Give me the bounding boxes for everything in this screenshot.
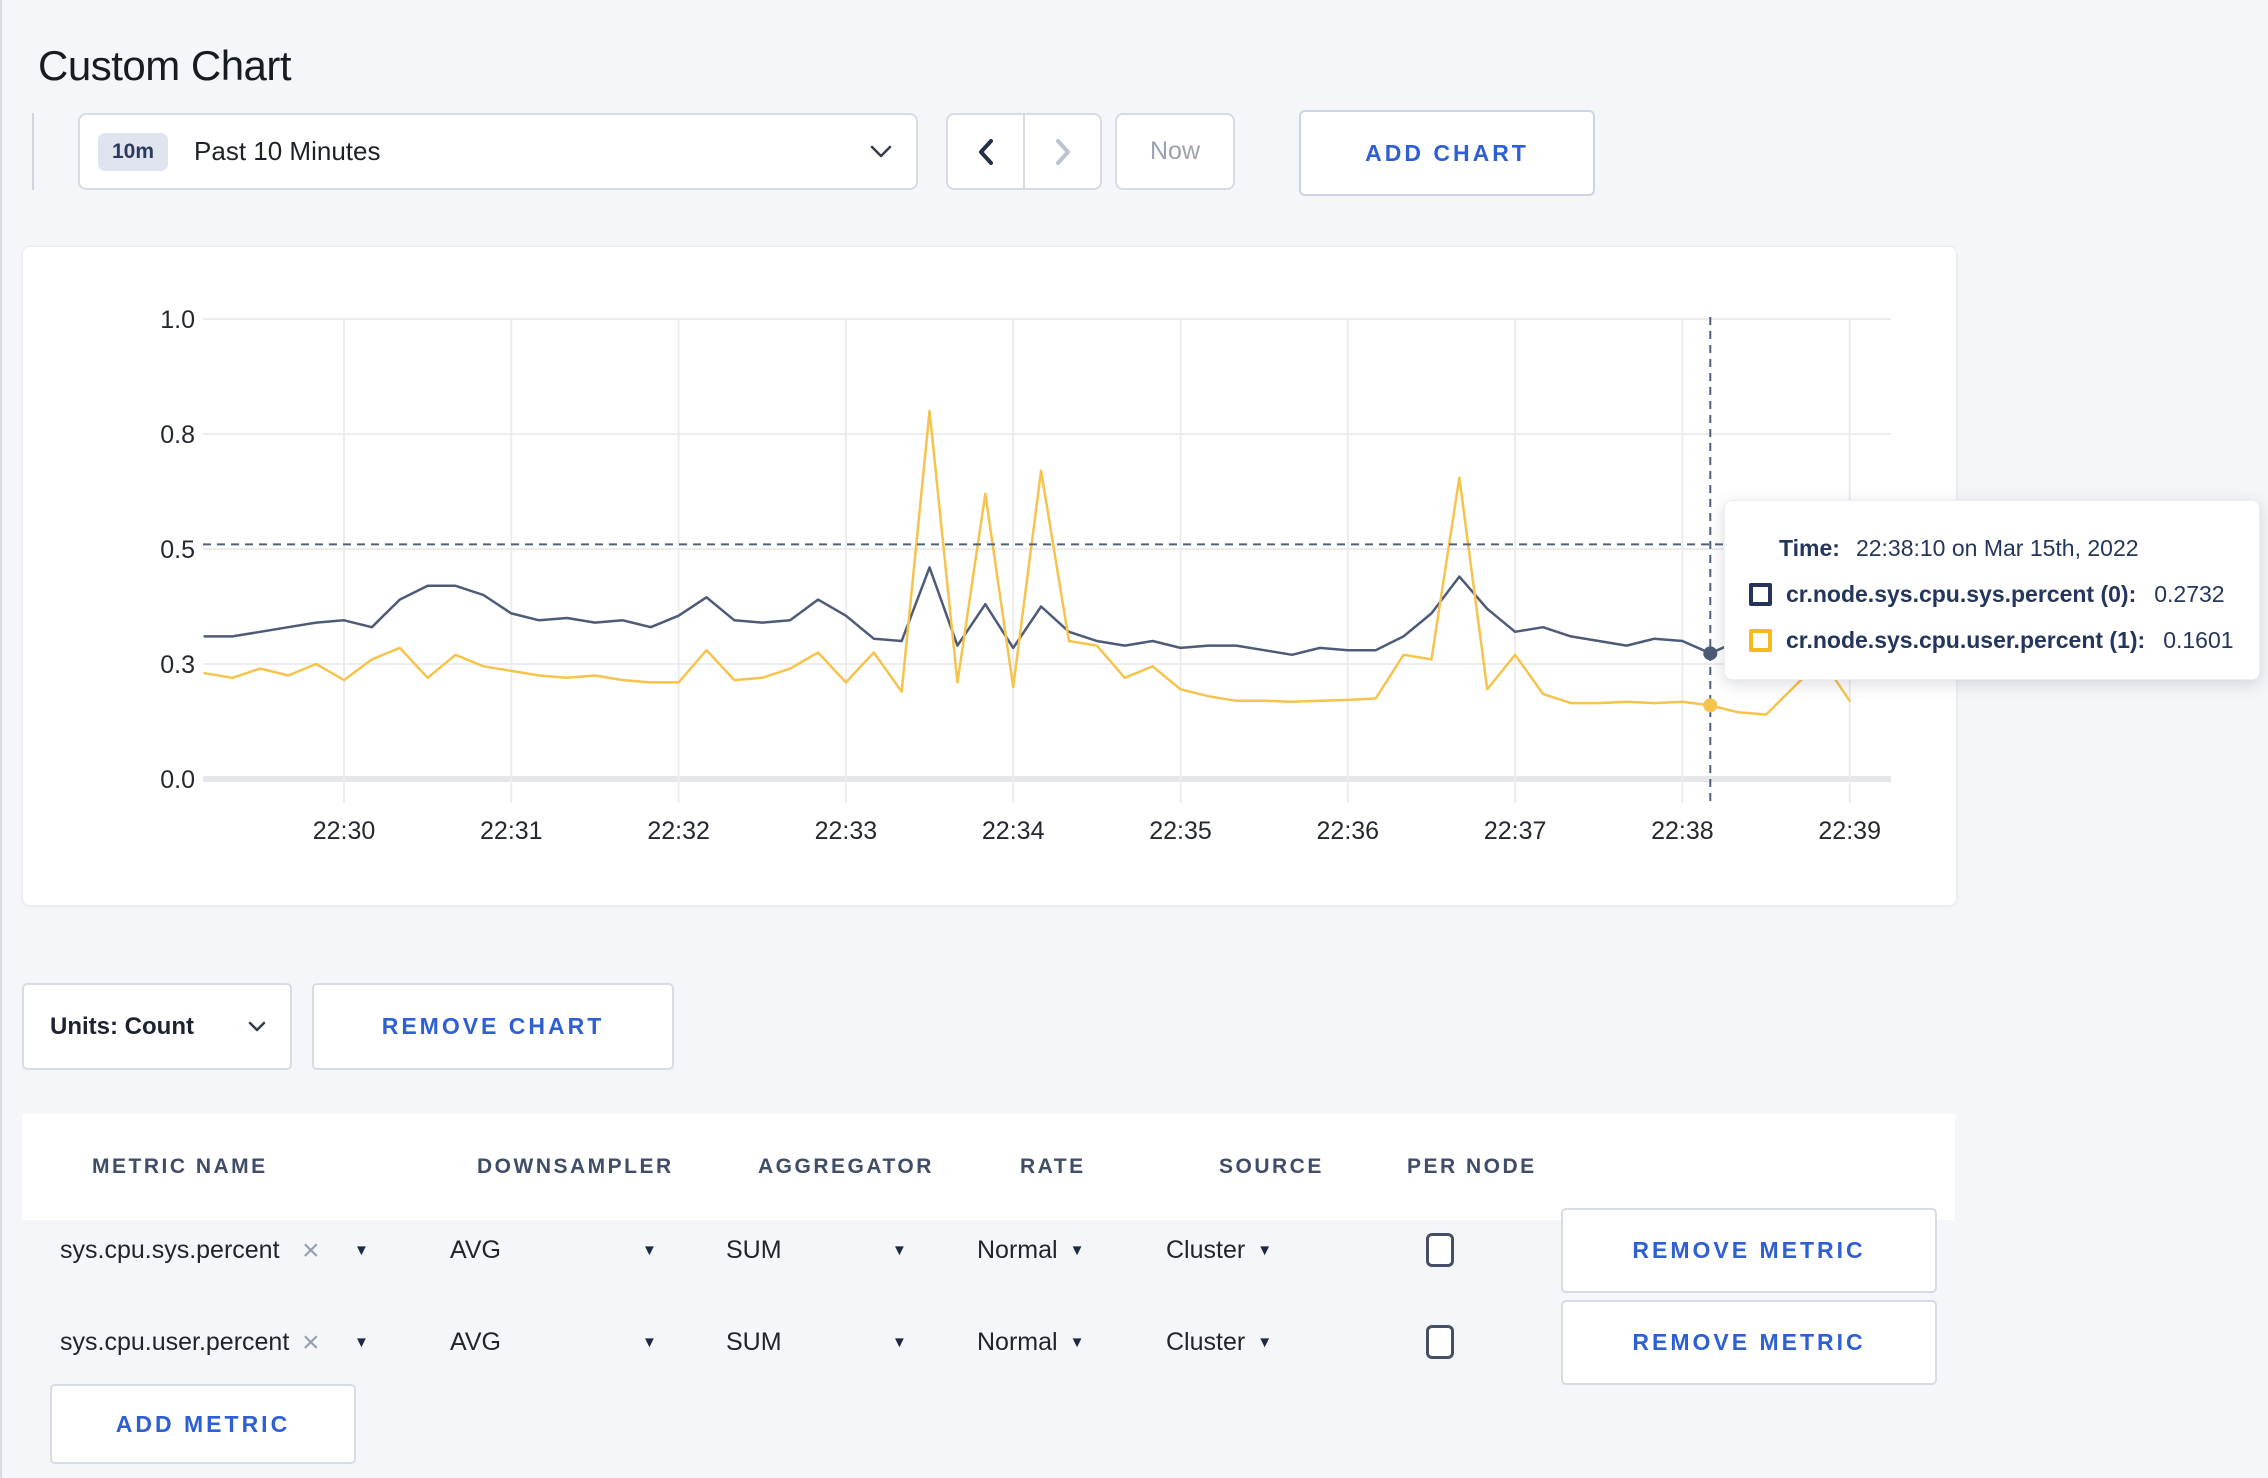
remove-chart-button[interactable]: REMOVE CHART (312, 983, 674, 1070)
per-node-checkbox[interactable] (1426, 1325, 1454, 1359)
tooltip-series-label: cr.node.sys.cpu.user.percent (1): (1786, 626, 2146, 653)
source-caret-icon: ▼ (1257, 1334, 1273, 1351)
time-forward-button[interactable] (1023, 115, 1100, 188)
col-header-downsampler: DOWNSAMPLER (477, 1155, 674, 1178)
add-metric-button[interactable]: ADD METRIC (50, 1384, 356, 1464)
metric-name-dropdown-caret-icon[interactable]: ▼ (354, 1334, 369, 1351)
svg-text:22:30: 22:30 (313, 817, 376, 845)
page-title: Custom Chart (38, 42, 292, 90)
remove-metric-button[interactable]: REMOVE METRIC (1561, 1300, 1937, 1385)
source-value: Cluster (1166, 1236, 1246, 1264)
rate-select[interactable]: Normal ▼ (977, 1208, 1084, 1293)
col-header-rate: RATE (1020, 1155, 1086, 1178)
rate-value: Normal (977, 1236, 1058, 1264)
rate-select[interactable]: Normal ▼ (977, 1300, 1084, 1385)
toolbar-divider (32, 113, 34, 190)
tooltip-series-label: cr.node.sys.cpu.sys.percent (0): (1786, 580, 2137, 607)
svg-text:0.5: 0.5 (160, 536, 195, 564)
source-select[interactable]: Cluster ▼ (1166, 1208, 1272, 1293)
svg-text:22:31: 22:31 (480, 817, 543, 845)
metrics-line-chart[interactable]: 0.0 0.3 0.5 0.8 1.0 22:30 22:31 22:32 22:33 22:34… (23, 247, 1956, 905)
downsampler-caret-icon[interactable]: ▼ (642, 1242, 657, 1259)
time-window-dropdown[interactable]: 10m Past 10 Minutes (78, 113, 918, 190)
svg-text:0.0: 0.0 (160, 766, 195, 794)
table-row: sys.cpu.sys.percent × ▼ AVG ▼ SUM ▼ Norm… (2, 1208, 2268, 1293)
col-header-aggregator: AGGREGATOR (758, 1155, 934, 1178)
now-button[interactable]: Now (1115, 113, 1235, 190)
aggregator-caret-icon[interactable]: ▼ (892, 1242, 907, 1259)
add-chart-button[interactable]: ADD CHART (1299, 110, 1595, 196)
svg-text:0.8: 0.8 (160, 421, 195, 449)
rate-value: Normal (977, 1328, 1058, 1356)
svg-text:22:35: 22:35 (1149, 817, 1212, 845)
metrics-table-header: METRIC NAME DOWNSAMPLER AGGREGATOR RATE … (22, 1114, 1955, 1220)
downsampler-select[interactable]: AVG (450, 1328, 501, 1356)
source-caret-icon: ▼ (1257, 1242, 1273, 1259)
chevron-down-icon (248, 1021, 266, 1031)
remove-metric-button[interactable]: REMOVE METRIC (1561, 1208, 1937, 1293)
tooltip-series-value: 0.1601 (2163, 626, 2234, 653)
chevron-down-icon (870, 145, 892, 157)
metric-name-value[interactable]: sys.cpu.user.percent (60, 1328, 290, 1356)
svg-text:22:36: 22:36 (1317, 817, 1380, 845)
chart-tooltip: Time: 22:38:10 on Mar 15th, 2022 cr.node… (1724, 500, 2260, 680)
tooltip-series-value: 0.2732 (2154, 580, 2225, 607)
svg-text:22:38: 22:38 (1651, 817, 1714, 845)
rate-caret-icon: ▼ (1069, 1334, 1085, 1351)
tooltip-time-label: Time: (1779, 534, 1840, 561)
svg-text:22:37: 22:37 (1484, 817, 1547, 845)
tooltip-series-row: cr.node.sys.cpu.user.percent (1): 0.1601 (1725, 617, 2259, 663)
chevron-left-icon (978, 138, 993, 165)
metric-name-dropdown-caret-icon[interactable]: ▼ (354, 1242, 369, 1259)
downsampler-select[interactable]: AVG (450, 1236, 501, 1264)
chevron-right-icon (1055, 138, 1070, 165)
svg-text:22:39: 22:39 (1818, 817, 1881, 845)
col-header-source: SOURCE (1219, 1155, 1324, 1178)
remove-metric-x-icon[interactable]: × (302, 1233, 320, 1267)
table-row: sys.cpu.user.percent × ▼ AVG ▼ SUM ▼ Nor… (2, 1300, 2268, 1385)
aggregator-select[interactable]: SUM (726, 1328, 782, 1356)
svg-text:1.0: 1.0 (160, 306, 195, 334)
downsampler-caret-icon[interactable]: ▼ (642, 1334, 657, 1351)
svg-text:0.3: 0.3 (160, 651, 195, 679)
metric-name-value[interactable]: sys.cpu.sys.percent (60, 1236, 280, 1264)
tooltip-series-row: cr.node.sys.cpu.sys.percent (0): 0.2732 (1725, 571, 2259, 617)
chart-panel: 0.0 0.3 0.5 0.8 1.0 22:30 22:31 22:32 22:33 22:34… (22, 246, 1957, 906)
svg-text:22:32: 22:32 (647, 817, 710, 845)
svg-text:22:34: 22:34 (982, 817, 1045, 845)
col-header-metric-name: METRIC NAME (92, 1155, 268, 1178)
series-swatch-icon (1749, 582, 1772, 606)
time-window-badge: 10m (98, 132, 169, 171)
source-select[interactable]: Cluster ▼ (1166, 1300, 1272, 1385)
rate-caret-icon: ▼ (1069, 1242, 1085, 1259)
remove-metric-x-icon[interactable]: × (302, 1325, 320, 1359)
source-value: Cluster (1166, 1328, 1246, 1356)
units-dropdown[interactable]: Units: Count (22, 983, 292, 1070)
series-swatch-icon (1749, 628, 1772, 652)
tooltip-time-value: 22:38:10 on Mar 15th, 2022 (1855, 534, 2139, 561)
svg-text:22:33: 22:33 (815, 817, 878, 845)
per-node-checkbox[interactable] (1426, 1233, 1454, 1267)
col-header-per-node: PER NODE (1407, 1155, 1537, 1178)
time-window-label: Past 10 Minutes (194, 136, 381, 166)
tooltip-time-row: Time: 22:38:10 on Mar 15th, 2022 (1725, 525, 2259, 571)
time-back-button[interactable] (948, 115, 1023, 188)
aggregator-select[interactable]: SUM (726, 1236, 782, 1264)
aggregator-caret-icon[interactable]: ▼ (892, 1334, 907, 1351)
units-dropdown-label: Units: Count (50, 1012, 194, 1040)
time-nav-arrows (946, 113, 1102, 190)
